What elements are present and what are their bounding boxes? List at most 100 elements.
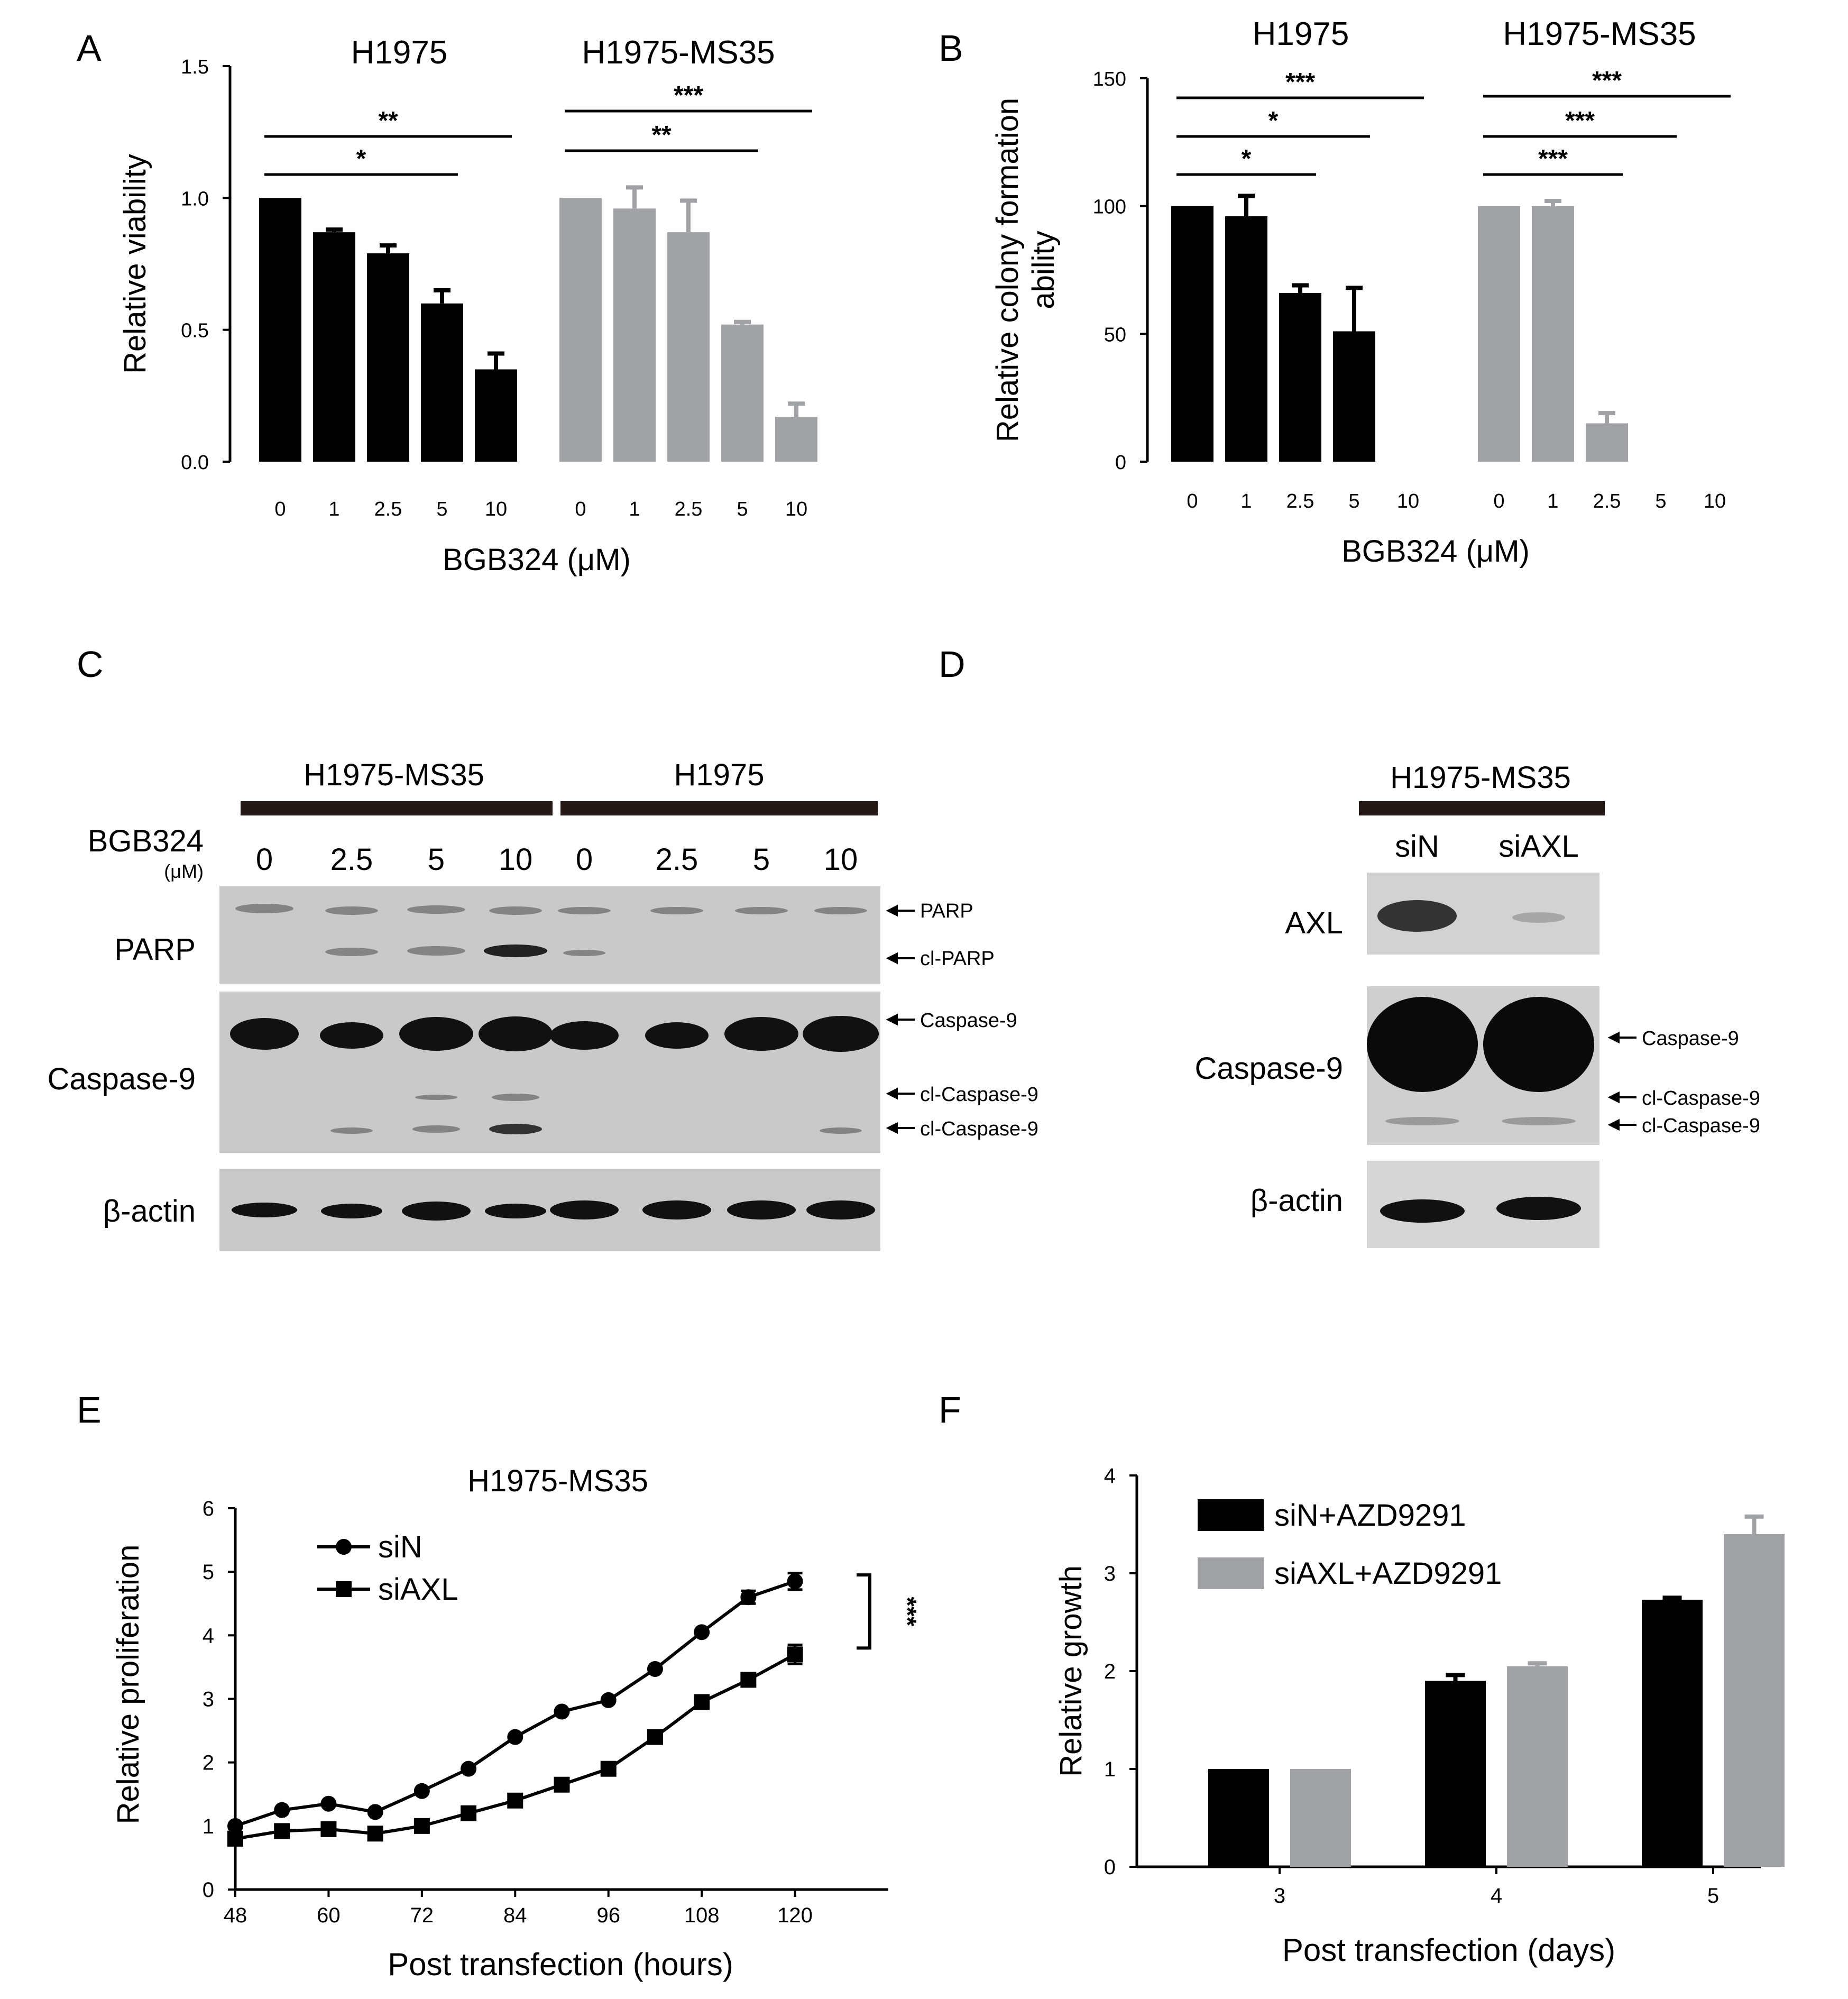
data-point (227, 1830, 243, 1847)
blot-c-lane-3: 5 (428, 842, 445, 877)
band (407, 946, 465, 956)
band (1380, 1199, 1465, 1223)
y-tick-label: 0 (1104, 1856, 1116, 1879)
bar (1507, 1666, 1568, 1867)
arrow-icon (886, 952, 898, 965)
data-point (507, 1792, 523, 1809)
bar (367, 253, 409, 462)
significance-stars: ** (378, 107, 398, 135)
legend-label: siAXL+AZD9291 (1274, 1556, 1502, 1591)
category-label: 0 (1493, 490, 1504, 512)
band (1496, 1197, 1581, 1220)
blot-c-header-1: H1975-MS35 (304, 758, 484, 792)
significance-stars: *** (1565, 107, 1595, 135)
legend-swatch (1198, 1499, 1264, 1531)
data-point (554, 1776, 570, 1793)
band (321, 1204, 382, 1218)
bar (1333, 331, 1375, 462)
data-point (367, 1826, 383, 1842)
significance-stars: * (1242, 145, 1252, 173)
data-point (274, 1802, 290, 1818)
band (1483, 997, 1594, 1092)
category-label: 2.5 (1286, 490, 1314, 512)
bar (1225, 216, 1267, 462)
band (642, 1200, 711, 1219)
arrow-icon (1607, 1031, 1620, 1044)
blot-c-header-bar-2 (560, 801, 878, 815)
bar (1478, 206, 1520, 462)
band (330, 1127, 373, 1134)
category-label: 10 (1397, 490, 1419, 512)
group-title: H1975 (351, 34, 448, 71)
category-label: 1 (328, 498, 339, 520)
blot-c-arrow-label-parp: PARP (920, 900, 973, 922)
x-tick-label: 48 (224, 1904, 247, 1927)
blot-c-row-actin: β-actin (103, 1194, 196, 1228)
legend-swatch (1198, 1557, 1264, 1589)
arrow-icon (886, 1013, 898, 1026)
bar (1586, 423, 1628, 462)
legend-label: siN (378, 1530, 422, 1564)
band (485, 1204, 546, 1218)
x-tick-label: 4 (1491, 1884, 1502, 1908)
arrow-icon (1607, 1118, 1620, 1131)
x-axis-label: BGB324 (μM) (1341, 534, 1530, 568)
panel-label-d: D (939, 644, 966, 685)
blot-c-row-parp: PARP (114, 932, 196, 967)
y-tick-label: 50 (1104, 324, 1126, 346)
band (735, 907, 788, 914)
data-point (227, 1818, 243, 1834)
legend-label: siN+AZD9291 (1274, 1498, 1466, 1533)
bar (559, 198, 602, 462)
data-point (554, 1703, 570, 1720)
band (550, 1200, 619, 1219)
data-point (600, 1692, 617, 1708)
category-label: 0 (575, 498, 586, 520)
category-label: 10 (785, 498, 807, 520)
panel-label-f: F (939, 1389, 961, 1431)
panel-label-c: C (77, 644, 104, 685)
data-point (787, 1646, 803, 1663)
arrow-icon (1607, 1091, 1620, 1104)
data-point (320, 1821, 337, 1837)
blot-c-unit-label: (μM) (164, 860, 204, 882)
data-point (647, 1661, 663, 1677)
significance-stars: ** (651, 121, 672, 149)
band (402, 1202, 471, 1221)
band (415, 1095, 457, 1100)
group-title: H1975-MS35 (582, 34, 775, 71)
x-axis-label: Post transfection (hours) (388, 1947, 733, 1982)
category-label: 5 (436, 498, 447, 520)
blot-c-arrow-label-casp9: Caspase-9 (920, 1010, 1017, 1032)
category-label: 5 (1655, 490, 1666, 512)
bar (1724, 1534, 1785, 1867)
data-point (274, 1823, 290, 1839)
category-label: 5 (737, 498, 748, 520)
y-tick-label: 2 (1104, 1660, 1116, 1683)
significance-stars: * (356, 145, 366, 173)
category-label: 1 (1547, 490, 1558, 512)
blot-d-lane-siaxl: siAXL (1498, 829, 1579, 864)
band (232, 1203, 297, 1217)
arrow-icon (886, 1122, 898, 1134)
band (325, 948, 378, 956)
y-axis-label-line2: ability (1026, 231, 1061, 309)
data-point (740, 1589, 757, 1606)
blot-d-header: H1975-MS35 (1390, 760, 1571, 795)
data-point (694, 1624, 710, 1640)
blot-c: H1975-MS35 H1975 BGB324 (μM) 0 2.5 5 10 … (48, 758, 1038, 1251)
data-point (694, 1694, 710, 1710)
group-title: H1975 (1253, 16, 1349, 52)
y-tick-label: 3 (203, 1688, 214, 1711)
band (803, 1016, 879, 1052)
blot-c-parp-membrane (219, 886, 880, 984)
x-axis-label: BGB324 (μM) (443, 543, 631, 577)
y-tick-label: 3 (1104, 1562, 1116, 1585)
y-tick-label: 4 (1104, 1464, 1116, 1488)
band (563, 950, 605, 956)
category-label: 10 (1704, 490, 1726, 512)
band (484, 945, 547, 957)
y-axis-label: Relative viability (118, 154, 152, 374)
data-point (461, 1760, 477, 1777)
